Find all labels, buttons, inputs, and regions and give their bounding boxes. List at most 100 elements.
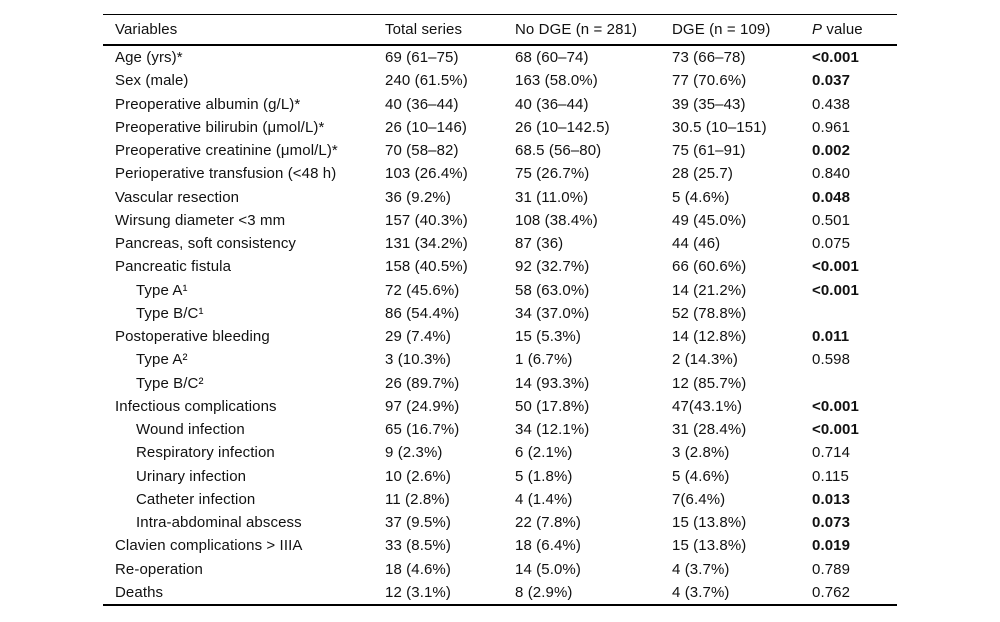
- table-row: Wound infection 65 (16.7%) 34 (12.1%) 31…: [103, 418, 897, 441]
- table-row: Wirsung diameter <3 mm 157 (40.3%) 108 (…: [103, 209, 897, 232]
- cell-variable: Intra-abdominal abscess: [136, 514, 302, 532]
- cell-dge: 12 (85.7%): [672, 374, 747, 392]
- cell-dge: 3 (2.8%): [672, 444, 730, 462]
- cell-no-dge: 14 (93.3%): [515, 374, 590, 392]
- table-row: Pancreas, soft consistency 131 (34.2%) 8…: [103, 232, 897, 255]
- cell-total-series: 131 (34.2%): [385, 235, 468, 253]
- cell-no-dge: 40 (36–44): [515, 95, 589, 113]
- table-row: Preoperative creatinine (μmol/L)* 70 (58…: [103, 139, 897, 162]
- table-row: Age (yrs)* 69 (61–75) 68 (60–74) 73 (66–…: [103, 46, 897, 69]
- cell-total-series: 12 (3.1%): [385, 583, 451, 601]
- cell-total-series: 69 (61–75): [385, 49, 459, 67]
- cell-total-series: 29 (7.4%): [385, 328, 451, 346]
- table-row: Pancreatic fistula 158 (40.5%) 92 (32.7%…: [103, 255, 897, 278]
- cell-variable: Wound infection: [136, 421, 245, 439]
- cell-total-series: 3 (10.3%): [385, 351, 451, 369]
- cell-no-dge: 34 (12.1%): [515, 421, 590, 439]
- cell-dge: 15 (13.8%): [672, 537, 747, 555]
- table-row: Vascular resection 36 (9.2%) 31 (11.0%) …: [103, 186, 897, 209]
- cell-total-series: 72 (45.6%): [385, 281, 460, 299]
- cell-dge: 5 (4.6%): [672, 467, 730, 485]
- cell-total-series: 65 (16.7%): [385, 421, 460, 439]
- cell-no-dge: 18 (6.4%): [515, 537, 581, 555]
- cell-variable: Age (yrs)*: [115, 49, 183, 67]
- table-row: Type B/C¹ 86 (54.4%) 34 (37.0%) 52 (78.8…: [103, 302, 897, 325]
- cell-variable: Postoperative bleeding: [115, 328, 270, 346]
- cell-no-dge: 108 (38.4%): [515, 211, 598, 229]
- cell-variable: Urinary infection: [136, 467, 247, 485]
- cell-variable: Pancreas, soft consistency: [115, 235, 297, 253]
- cell-p-value: 0.011: [812, 328, 850, 346]
- cell-variable: Wirsung diameter <3 mm: [115, 211, 286, 229]
- table-row: Intra-abdominal abscess 37 (9.5%) 22 (7.…: [103, 511, 897, 534]
- cell-p-value: 0.714: [812, 444, 851, 462]
- table-row: Catheter infection 11 (2.8%) 4 (1.4%) 7(…: [103, 488, 897, 511]
- cell-p-value: 0.115: [812, 467, 849, 485]
- cell-no-dge: 15 (5.3%): [515, 328, 581, 346]
- cell-dge: 14 (12.8%): [672, 328, 747, 346]
- cell-variable: Type B/C²: [136, 374, 204, 392]
- cell-variable: Type A²: [136, 351, 188, 369]
- cell-no-dge: 87 (36): [515, 235, 564, 253]
- cell-dge: 28 (25.7): [672, 165, 733, 183]
- table-row: Sex (male) 240 (61.5%) 163 (58.0%) 77 (7…: [103, 69, 897, 92]
- cell-no-dge: 8 (2.9%): [515, 583, 573, 601]
- cell-p-value: 0.961: [812, 118, 851, 136]
- cell-no-dge: 22 (7.8%): [515, 514, 581, 532]
- cell-p-value: 0.501: [812, 211, 851, 229]
- cell-no-dge: 26 (10–142.5): [515, 118, 610, 136]
- cell-dge: 5 (4.6%): [672, 188, 730, 206]
- cell-p-value: <0.001: [812, 281, 859, 299]
- table-row: Type A² 3 (10.3%) 1 (6.7%) 2 (14.3%) 0.5…: [103, 348, 897, 371]
- cell-p-value: 0.075: [812, 235, 851, 253]
- cell-no-dge: 58 (63.0%): [515, 281, 590, 299]
- cell-variable: Preoperative creatinine (μmol/L)*: [115, 142, 338, 160]
- cell-variable: Infectious complications: [115, 397, 277, 415]
- cell-total-series: 86 (54.4%): [385, 304, 460, 322]
- cell-p-value: 0.789: [812, 560, 851, 578]
- cell-variable: Vascular resection: [115, 188, 240, 206]
- column-header-no-dge: No DGE (n = 281): [515, 21, 638, 38]
- clinical-outcomes-table: Variables Total series No DGE (n = 281) …: [103, 14, 897, 606]
- cell-total-series: 26 (89.7%): [385, 374, 460, 392]
- cell-total-series: 26 (10–146): [385, 118, 467, 136]
- table-row: Infectious complications 97 (24.9%) 50 (…: [103, 395, 897, 418]
- cell-total-series: 37 (9.5%): [385, 514, 451, 532]
- column-header-p-value: P value: [812, 18, 897, 41]
- cell-p-value: 0.002: [812, 142, 851, 160]
- cell-dge: 7(6.4%): [672, 490, 726, 508]
- cell-variable: Perioperative transfusion (<48 h): [115, 165, 337, 183]
- cell-dge: 77 (70.6%): [672, 72, 747, 90]
- column-header-variables: Variables: [115, 21, 178, 38]
- cell-total-series: 40 (36–44): [385, 95, 459, 113]
- cell-no-dge: 75 (26.7%): [515, 165, 590, 183]
- cell-dge: 49 (45.0%): [672, 211, 747, 229]
- cell-no-dge: 14 (5.0%): [515, 560, 581, 578]
- table-row: Postoperative bleeding 29 (7.4%) 15 (5.3…: [103, 325, 897, 348]
- p-value-header-value: value: [822, 21, 863, 38]
- cell-dge: 75 (61–91): [672, 142, 746, 160]
- cell-total-series: 157 (40.3%): [385, 211, 468, 229]
- cell-total-series: 70 (58–82): [385, 142, 459, 160]
- cell-p-value: 0.598: [812, 351, 851, 369]
- cell-dge: 52 (78.8%): [672, 304, 747, 322]
- cell-variable: Sex (male): [115, 72, 189, 90]
- cell-variable: Preoperative albumin (g/L)*: [115, 95, 301, 113]
- cell-p-value: 0.840: [812, 165, 851, 183]
- cell-total-series: 158 (40.5%): [385, 258, 468, 276]
- cell-total-series: 36 (9.2%): [385, 188, 451, 206]
- table-row: Respiratory infection 9 (2.3%) 6 (2.1%) …: [103, 441, 897, 464]
- table-row: Urinary infection 10 (2.6%) 5 (1.8%) 5 (…: [103, 465, 897, 488]
- cell-variable: Type A¹: [136, 281, 188, 299]
- table-row: Deaths 12 (3.1%) 8 (2.9%) 4 (3.7%) 0.762: [103, 581, 897, 604]
- cell-p-value: 0.073: [812, 514, 851, 532]
- cell-p-value: <0.001: [812, 397, 859, 415]
- cell-variable: Deaths: [115, 583, 164, 601]
- table-header-row: Variables Total series No DGE (n = 281) …: [103, 14, 897, 46]
- table-body: Age (yrs)* 69 (61–75) 68 (60–74) 73 (66–…: [103, 46, 897, 606]
- cell-no-dge: 34 (37.0%): [515, 304, 590, 322]
- table-row: Clavien complications > IIIA 33 (8.5%) 1…: [103, 534, 897, 557]
- cell-dge: 30.5 (10–151): [672, 118, 767, 136]
- cell-p-value: 0.762: [812, 583, 851, 601]
- cell-p-value: 0.019: [812, 537, 851, 555]
